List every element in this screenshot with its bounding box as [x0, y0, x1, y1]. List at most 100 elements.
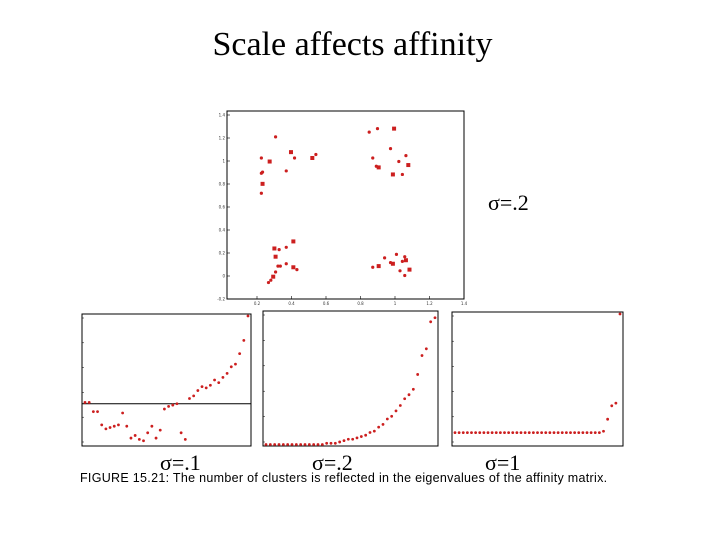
- data-point: [312, 443, 316, 446]
- data-point: [192, 394, 196, 398]
- data-point: [394, 409, 398, 413]
- data-point: [569, 431, 572, 434]
- y-tick-label: 0.2: [219, 251, 226, 256]
- data-point: [470, 431, 473, 434]
- data-point: [390, 172, 395, 177]
- eigenvalue-plot-sigma-02: [262, 310, 439, 447]
- x-tick-label: 1.4: [461, 301, 468, 306]
- data-point: [531, 431, 535, 434]
- data-point: [229, 365, 233, 369]
- data-point: [96, 410, 99, 414]
- data-point: [397, 159, 401, 164]
- data-point: [142, 439, 145, 443]
- data-point: [552, 431, 556, 434]
- data-point: [403, 397, 407, 401]
- data-point: [593, 431, 597, 434]
- data-point: [523, 431, 527, 434]
- data-point: [597, 431, 601, 434]
- data-point: [125, 424, 129, 428]
- data-point: [498, 431, 502, 434]
- data-point: [503, 431, 506, 434]
- data-point: [104, 427, 108, 431]
- data-point: [392, 126, 397, 131]
- data-point: [507, 431, 511, 434]
- data-point: [606, 417, 610, 421]
- data-point: [83, 401, 87, 404]
- data-point: [351, 437, 355, 441]
- data-point: [540, 431, 544, 434]
- data-point: [411, 387, 415, 391]
- data-point: [246, 314, 250, 318]
- data-point: [137, 438, 141, 441]
- data-point: [273, 270, 278, 274]
- data-point: [271, 274, 276, 279]
- data-point: [544, 431, 548, 434]
- data-point: [400, 172, 404, 177]
- data-point: [420, 354, 424, 357]
- data-point: [183, 438, 187, 441]
- data-point: [294, 443, 298, 446]
- data-point: [292, 156, 297, 160]
- data-point: [259, 171, 263, 175]
- data-point: [288, 150, 293, 155]
- data-point: [368, 431, 372, 434]
- data-point: [359, 435, 363, 438]
- data-point: [277, 248, 281, 252]
- data-point: [390, 414, 394, 418]
- data-point: [299, 443, 303, 446]
- data-point: [381, 423, 385, 426]
- data-point: [303, 443, 307, 446]
- y-tick-label: 1: [222, 159, 225, 164]
- data-point: [291, 239, 296, 244]
- data-point: [548, 431, 552, 434]
- plot-frame: [262, 310, 439, 447]
- data-point: [372, 429, 376, 433]
- data-point: [424, 347, 428, 351]
- data-point: [121, 411, 125, 415]
- sigma-label-left: σ=.1: [160, 450, 201, 475]
- data-point: [338, 440, 342, 444]
- data-point: [610, 404, 614, 408]
- eigenvalue-plot-sigma-1: [451, 311, 624, 447]
- data-point: [404, 154, 408, 158]
- data-point: [91, 410, 95, 414]
- sigma-label-top: σ=.2: [488, 190, 529, 215]
- x-tick-label: 0.2: [254, 301, 261, 306]
- data-point: [581, 431, 585, 434]
- data-point: [371, 265, 375, 269]
- data-point: [403, 258, 408, 263]
- data-point: [208, 383, 212, 387]
- data-point: [179, 431, 183, 435]
- data-point: [564, 431, 568, 434]
- data-point: [291, 265, 296, 270]
- data-point: [383, 256, 387, 260]
- data-point: [515, 431, 519, 434]
- data-point: [403, 255, 407, 259]
- data-point: [112, 424, 116, 428]
- y-tick-label: 0.8: [219, 182, 226, 187]
- y-tick-label: 0.6: [219, 205, 226, 210]
- data-point: [221, 375, 225, 379]
- data-point: [589, 431, 593, 434]
- data-point: [577, 431, 581, 434]
- data-point: [278, 264, 282, 268]
- data-point: [342, 439, 346, 442]
- data-point: [284, 245, 288, 249]
- data-point: [407, 267, 412, 272]
- data-point: [377, 425, 381, 429]
- data-point: [213, 378, 216, 382]
- data-point: [225, 372, 229, 375]
- data-point: [375, 127, 380, 131]
- data-point: [188, 397, 191, 400]
- data-point: [329, 441, 333, 445]
- data-point: [259, 156, 263, 160]
- data-point: [398, 404, 402, 407]
- data-point: [269, 278, 273, 282]
- data-point: [406, 163, 411, 168]
- data-point: [100, 423, 104, 427]
- data-point: [242, 339, 246, 342]
- data-point: [196, 389, 200, 392]
- data-point: [390, 261, 395, 266]
- data-point: [281, 443, 285, 446]
- y-tick-label: 0: [222, 274, 225, 279]
